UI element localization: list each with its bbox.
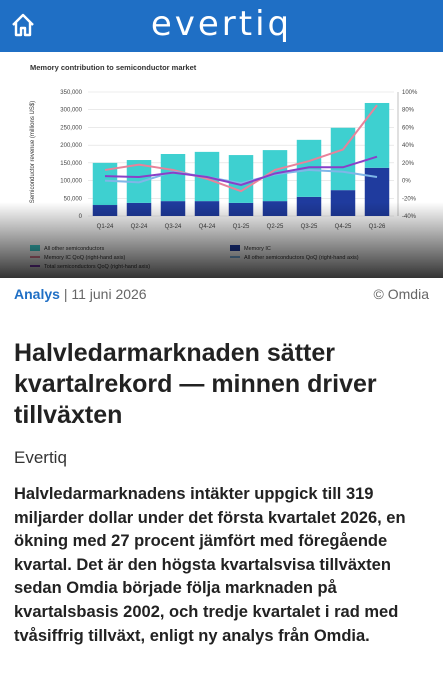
y2-tick-label: 100% bbox=[402, 90, 418, 96]
y-axis-label: Semiconductor revenue (millions US$) bbox=[30, 101, 36, 203]
line-series bbox=[104, 168, 378, 185]
header: evertiq bbox=[0, 0, 443, 52]
y-tick-label: 50,000 bbox=[64, 196, 83, 202]
y-tick-label: 100,000 bbox=[60, 179, 82, 185]
credit: © Omdia bbox=[373, 286, 429, 302]
y-tick-label: 300,000 bbox=[60, 108, 82, 114]
y2-tick-label: -20% bbox=[402, 196, 417, 202]
y2-tick-label: 40% bbox=[402, 143, 415, 149]
image-shade bbox=[0, 202, 443, 278]
author[interactable]: Evertiq bbox=[14, 448, 67, 467]
chart-title: Memory contribution to semiconductor mar… bbox=[30, 63, 197, 72]
date: | 11 juni 2026 bbox=[63, 286, 147, 302]
logo[interactable]: evertiq bbox=[150, 4, 293, 44]
meta: Analys | 11 juni 2026 © Omdia bbox=[14, 286, 429, 302]
home-icon[interactable] bbox=[10, 12, 36, 38]
line-series bbox=[104, 104, 378, 193]
lead: Halvledarmarknadens intäkter uppgick til… bbox=[14, 485, 406, 645]
y2-tick-label: 80% bbox=[402, 108, 415, 114]
y-tick-label: 150,000 bbox=[60, 161, 82, 167]
bar-segment bbox=[364, 102, 390, 168]
y-tick-label: 250,000 bbox=[60, 125, 82, 131]
line-series bbox=[104, 155, 378, 187]
y2-tick-label: 20% bbox=[402, 161, 415, 167]
section[interactable]: Analys bbox=[14, 286, 60, 302]
chart: Memory contribution to semiconductor mar… bbox=[0, 52, 443, 278]
bar-segment bbox=[228, 155, 254, 203]
bar-segment bbox=[160, 154, 186, 202]
article-title: Halvledarmarknaden sätter kvartalrekord … bbox=[14, 339, 377, 429]
y-tick-label: 350,000 bbox=[60, 90, 82, 96]
y-tick-label: 200,000 bbox=[60, 143, 82, 149]
y2-tick-label: 0% bbox=[402, 179, 411, 185]
y2-tick-label: 60% bbox=[402, 125, 415, 131]
